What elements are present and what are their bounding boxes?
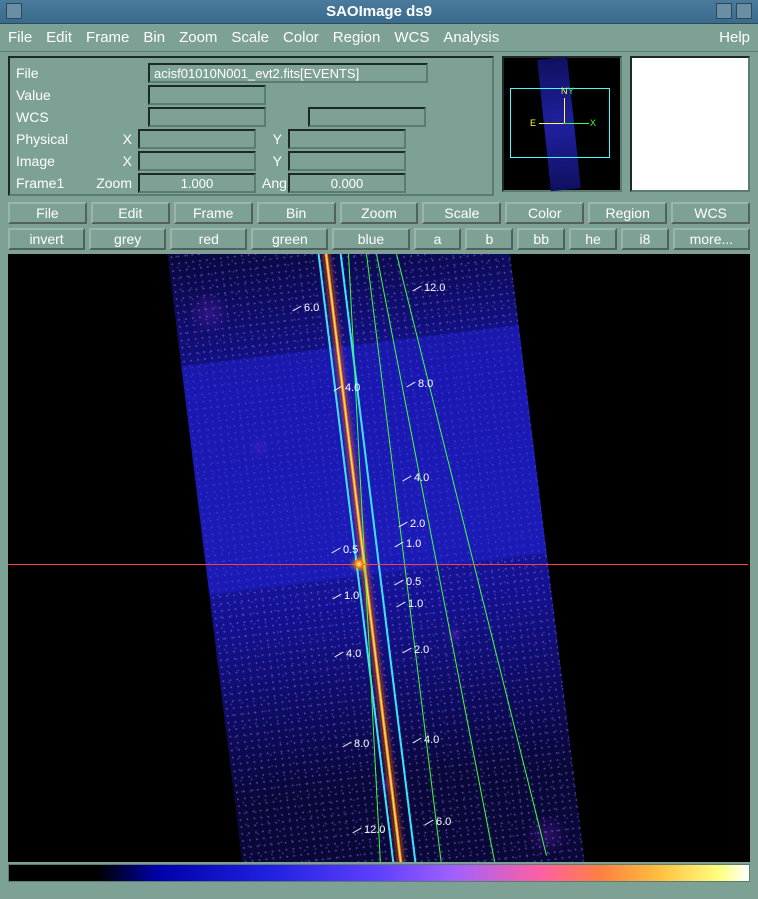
colorbar[interactable] (8, 864, 750, 882)
physical-x (138, 129, 256, 149)
scale-label: 12.0 (364, 824, 385, 836)
image-x-label: X (92, 153, 132, 169)
region-hline[interactable] (8, 564, 748, 565)
compass-n-axis (564, 98, 565, 123)
menu-zoom[interactable]: Zoom (179, 29, 217, 46)
wcs-label: WCS (16, 109, 86, 125)
image-canvas[interactable]: 6.0 12.0 4.0 8.0 4.0 2.0 0.5 1.0 1.0 0.5 1.0 4.0 2.0… (8, 254, 750, 862)
menu-file[interactable]: File (8, 29, 32, 46)
scale-label: 4.0 (414, 472, 429, 484)
menu-wcs[interactable]: WCS (394, 29, 429, 46)
compass-y-label: Y (568, 86, 574, 96)
compass-n-label: N (561, 86, 568, 96)
window-title: SAOImage ds9 (326, 3, 432, 20)
ang-label: Ang (262, 175, 282, 191)
menu-help[interactable]: Help (719, 29, 750, 46)
minimize-button[interactable] (716, 3, 732, 19)
source-point[interactable] (354, 559, 364, 569)
info-fields: File acisf01010N001_evt2.fits[EVENTS] Va… (8, 56, 494, 196)
image-y (288, 151, 406, 171)
scale-label: 4.0 (346, 648, 361, 660)
physical-label: Physical (16, 131, 86, 147)
button-row-modes: File Edit Frame Bin Zoom Scale Color Reg… (0, 200, 758, 226)
cmap-b-button[interactable]: b (465, 228, 513, 250)
scale-label: 1.0 (406, 538, 421, 550)
cmap-invert-button[interactable]: invert (8, 228, 85, 250)
scale-label: 4.0 (345, 382, 360, 394)
wcs-y (308, 107, 426, 127)
compass-e-axis (539, 123, 564, 124)
mode-wcs-button[interactable]: WCS (671, 202, 750, 224)
zoom-label: Zoom (92, 175, 132, 191)
mode-scale-button[interactable]: Scale (422, 202, 501, 224)
cmap-red-button[interactable]: red (170, 228, 247, 250)
ang-value: 0.000 (288, 173, 406, 193)
scale-label: 0.5 (343, 544, 358, 556)
scale-label: 0.5 (406, 576, 421, 588)
scale-label: 1.0 (344, 590, 359, 602)
frame-label: Frame1 (16, 175, 86, 191)
mode-zoom-button[interactable]: Zoom (340, 202, 419, 224)
cmap-more-button[interactable]: more... (673, 228, 750, 250)
value-label: Value (16, 87, 86, 103)
maximize-button[interactable] (736, 3, 752, 19)
physical-y-label: Y (262, 131, 282, 147)
compass-e-label: E (530, 118, 536, 128)
zoom-value: 1.000 (138, 173, 256, 193)
mode-region-button[interactable]: Region (588, 202, 667, 224)
menu-scale[interactable]: Scale (231, 29, 269, 46)
menubar: File Edit Frame Bin Zoom Scale Color Reg… (0, 24, 758, 52)
compass-x-label: X (590, 118, 596, 128)
image-label: Image (16, 153, 86, 169)
scale-label: 4.0 (424, 734, 439, 746)
cmap-i8-button[interactable]: i8 (621, 228, 669, 250)
physical-y (288, 129, 406, 149)
image-y-label: Y (262, 153, 282, 169)
titlebar: SAOImage ds9 (0, 0, 758, 24)
mode-color-button[interactable]: Color (505, 202, 584, 224)
scale-label: 12.0 (424, 282, 445, 294)
compass-x-axis (564, 123, 589, 124)
scale-label: 8.0 (354, 738, 369, 750)
menu-edit[interactable]: Edit (46, 29, 72, 46)
menu-region[interactable]: Region (333, 29, 381, 46)
mode-bin-button[interactable]: Bin (257, 202, 336, 224)
scale-label: 6.0 (436, 816, 451, 828)
value-value (148, 85, 266, 105)
cmap-green-button[interactable]: green (251, 228, 328, 250)
cmap-a-button[interactable]: a (414, 228, 462, 250)
menu-frame[interactable]: Frame (86, 29, 129, 46)
scale-label: 2.0 (410, 518, 425, 530)
cmap-blue-button[interactable]: blue (332, 228, 409, 250)
menu-bin[interactable]: Bin (143, 29, 165, 46)
cmap-bb-button[interactable]: bb (517, 228, 565, 250)
menu-color[interactable]: Color (283, 29, 319, 46)
menu-analysis[interactable]: Analysis (443, 29, 499, 46)
panner-box[interactable]: N E X Y (502, 56, 622, 192)
cmap-grey-button[interactable]: grey (89, 228, 166, 250)
window-menu-button[interactable] (6, 3, 22, 19)
cmap-he-button[interactable]: he (569, 228, 617, 250)
magnifier-box (630, 56, 750, 192)
file-value: acisf01010N001_evt2.fits[EVENTS] (148, 63, 428, 83)
image-x (138, 151, 256, 171)
info-panel: File acisf01010N001_evt2.fits[EVENTS] Va… (0, 52, 758, 200)
file-label: File (16, 65, 86, 81)
button-row-colormaps: invert grey red green blue a b bb he i8 … (0, 226, 758, 252)
mode-frame-button[interactable]: Frame (174, 202, 253, 224)
mode-file-button[interactable]: File (8, 202, 87, 224)
physical-x-label: X (92, 131, 132, 147)
wcs-x (148, 107, 266, 127)
scale-label: 1.0 (408, 598, 423, 610)
scale-label: 8.0 (418, 378, 433, 390)
mode-edit-button[interactable]: Edit (91, 202, 170, 224)
scale-label: 6.0 (304, 302, 319, 314)
scale-label: 2.0 (414, 644, 429, 656)
